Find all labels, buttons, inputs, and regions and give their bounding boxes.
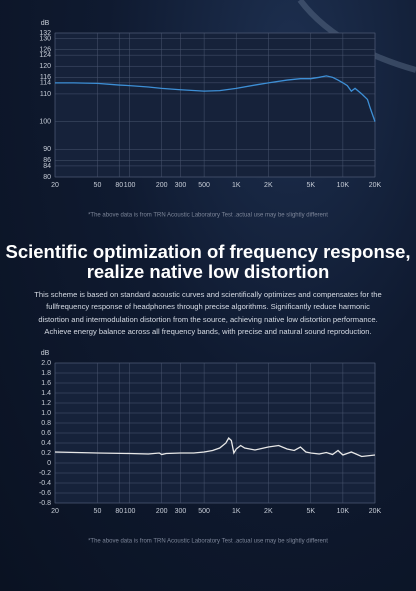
y-tick-label: 132 bbox=[39, 30, 51, 37]
data-line bbox=[54, 436, 376, 458]
y-tick-label: 80 bbox=[43, 174, 51, 181]
y-tick-label: 0.6 bbox=[41, 430, 51, 437]
x-tick-label: 50 bbox=[94, 182, 102, 189]
x-tick-label: 200 bbox=[156, 182, 168, 189]
x-tick-label: 300 bbox=[175, 508, 187, 515]
y-tick-label: 1.0 bbox=[41, 410, 51, 417]
x-tick-label: 5K bbox=[306, 508, 315, 515]
y-tick-label: 130 bbox=[39, 35, 51, 42]
paragraph: This scheme is based on standard acousti… bbox=[34, 290, 382, 337]
y-tick-label: 116 bbox=[40, 74, 51, 81]
y-tick-label: -0.4 bbox=[39, 480, 51, 487]
y-tick-label: 114 bbox=[40, 80, 51, 87]
x-tick-label: 20 bbox=[51, 182, 59, 189]
x-tick-label: 80 bbox=[115, 182, 123, 189]
heading-line: realize native low distortion bbox=[87, 261, 330, 282]
x-tick-label: 500 bbox=[198, 508, 210, 515]
y-tick-label: 0.2 bbox=[41, 450, 51, 457]
y-tick-label: 120 bbox=[39, 63, 51, 70]
x-tick-label: 100 bbox=[124, 182, 136, 189]
y-tick-label: -0.2 bbox=[39, 470, 51, 477]
x-tick-label: 20 bbox=[51, 508, 59, 515]
x-tick-label: 1K bbox=[232, 508, 241, 515]
y-axis-label: dB bbox=[41, 350, 50, 357]
y-tick-label: 100 bbox=[39, 118, 51, 125]
x-tick-label: 80 bbox=[115, 508, 123, 515]
x-tick-label: 2K bbox=[264, 508, 273, 515]
x-tick-label: 1K bbox=[232, 182, 241, 189]
x-tick-label: 20K bbox=[369, 182, 382, 189]
x-tick-label: 5K bbox=[306, 182, 315, 189]
x-tick-label: 10K bbox=[337, 508, 350, 515]
x-tick-label: 300 bbox=[175, 182, 187, 189]
plot-area bbox=[54, 32, 376, 178]
y-tick-label: 2.0 bbox=[41, 360, 51, 367]
x-tick-label: 20K bbox=[369, 508, 382, 515]
x-tick-label: 200 bbox=[156, 508, 168, 515]
y-tick-label: 126 bbox=[39, 46, 51, 53]
y-tick-label: 1.4 bbox=[41, 390, 51, 397]
y-tick-label: 0.4 bbox=[41, 440, 51, 447]
y-tick-label: 1.6 bbox=[41, 380, 51, 387]
x-tick-label: 500 bbox=[198, 182, 210, 189]
heading-line: Scientific optimization of frequency res… bbox=[5, 241, 410, 262]
y-tick-label: 1.8 bbox=[41, 370, 51, 377]
x-tick-label: 100 bbox=[124, 508, 136, 515]
x-tick-label: 2K bbox=[264, 182, 273, 189]
x-tick-label: 10K bbox=[337, 182, 350, 189]
y-tick-label: 84 bbox=[43, 163, 51, 170]
footnote: *The above data is from TRN Acoustic Lab… bbox=[88, 539, 328, 545]
x-tick-label: 50 bbox=[94, 508, 102, 515]
y-axis-label: dB bbox=[41, 20, 50, 27]
y-tick-label: 0.8 bbox=[41, 420, 51, 427]
y-tick-label: -0.8 bbox=[39, 500, 51, 507]
y-tick-label: 0 bbox=[47, 460, 51, 467]
y-tick-label: 90 bbox=[43, 146, 51, 153]
y-tick-label: 1.2 bbox=[41, 400, 51, 407]
data-line bbox=[55, 75, 376, 122]
y-tick-label: -0.6 bbox=[39, 490, 51, 497]
footnote: *The above data is from TRN Acoustic Lab… bbox=[88, 213, 328, 219]
y-tick-label: 86 bbox=[43, 157, 51, 164]
y-tick-label: 124 bbox=[39, 52, 51, 59]
y-tick-label: 110 bbox=[40, 91, 51, 98]
